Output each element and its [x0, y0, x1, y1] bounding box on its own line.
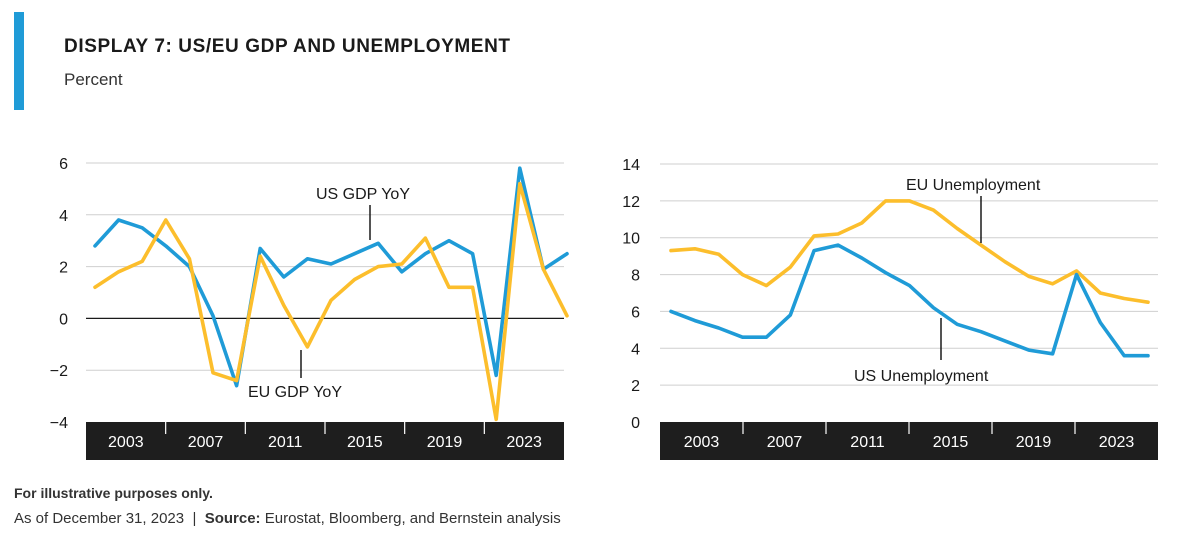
- x-tick-label: 2011: [268, 434, 303, 451]
- y-tick-label: 8: [631, 268, 640, 285]
- x-tick-label: 2007: [767, 434, 803, 451]
- x-tick-label: 2011: [850, 434, 885, 451]
- chart-2: 14 12 10 8 6 4 2 0 2003 2007 2011 2015 2019 2023 EU Un…: [622, 157, 1158, 460]
- y-tick-label: 10: [622, 231, 640, 248]
- page-subtitle: Percent: [64, 70, 123, 89]
- y-tick-label: 14: [622, 157, 640, 174]
- source-text: Eurostat, Bloomberg, and Bernstein analy…: [264, 510, 561, 527]
- annotation-label: US GDP YoY: [316, 186, 410, 203]
- y-tick-label: 6: [631, 304, 640, 321]
- y-tick-label: 0: [59, 311, 68, 328]
- separator: |: [192, 510, 197, 527]
- y-tick-label: 2: [59, 260, 68, 277]
- x-tick-label: 2015: [347, 434, 383, 451]
- series-line-us-gdp-yoy: [93, 166, 569, 388]
- y-tick-label: 0: [631, 415, 640, 432]
- as-of-text: As of December 31, 2023: [14, 510, 185, 527]
- x-tick-label: 2019: [1016, 434, 1052, 451]
- y-tick-label: −2: [50, 363, 68, 380]
- x-tick-label: 2023: [1099, 434, 1135, 451]
- y-tick-label: 4: [631, 341, 640, 358]
- y-tick-label: 6: [59, 156, 68, 173]
- series-line-eu-gdp-yoy: [93, 181, 569, 422]
- y-tick-label: 2: [631, 378, 640, 395]
- footnote: For illustrative purposes only.: [14, 485, 213, 501]
- page-title: DISPLAY 7: US/EU GDP AND UNEMPLOYMENT: [64, 36, 511, 57]
- x-tick-label: 2003: [108, 434, 144, 451]
- annotation-label: EU GDP YoY: [248, 384, 342, 401]
- source-label: Source:: [204, 510, 261, 527]
- x-tick-label: 2015: [933, 434, 969, 451]
- source-line: As of December 31, 2023 | Source: Eurost…: [14, 510, 561, 527]
- x-tick-label: 2023: [506, 434, 542, 451]
- accent-bar: [14, 12, 24, 110]
- chart-1: 6 4 2 0 −2 −4 2003 2007 2011 2015 2019 2023 US GDP Y…: [50, 156, 569, 460]
- annotation-label: US Unemployment: [854, 368, 989, 385]
- x-tick-label: 2019: [427, 434, 463, 451]
- annotation-label: EU Unemployment: [906, 177, 1041, 194]
- x-tick-label: 2007: [188, 434, 224, 451]
- y-tick-label: 12: [622, 194, 640, 211]
- series-line-eu-unemployment: [669, 199, 1150, 305]
- series-line-us-unemployment: [669, 243, 1150, 358]
- y-tick-label: −4: [50, 415, 68, 432]
- x-tick-label: 2003: [684, 434, 720, 451]
- y-tick-label: 4: [59, 208, 68, 225]
